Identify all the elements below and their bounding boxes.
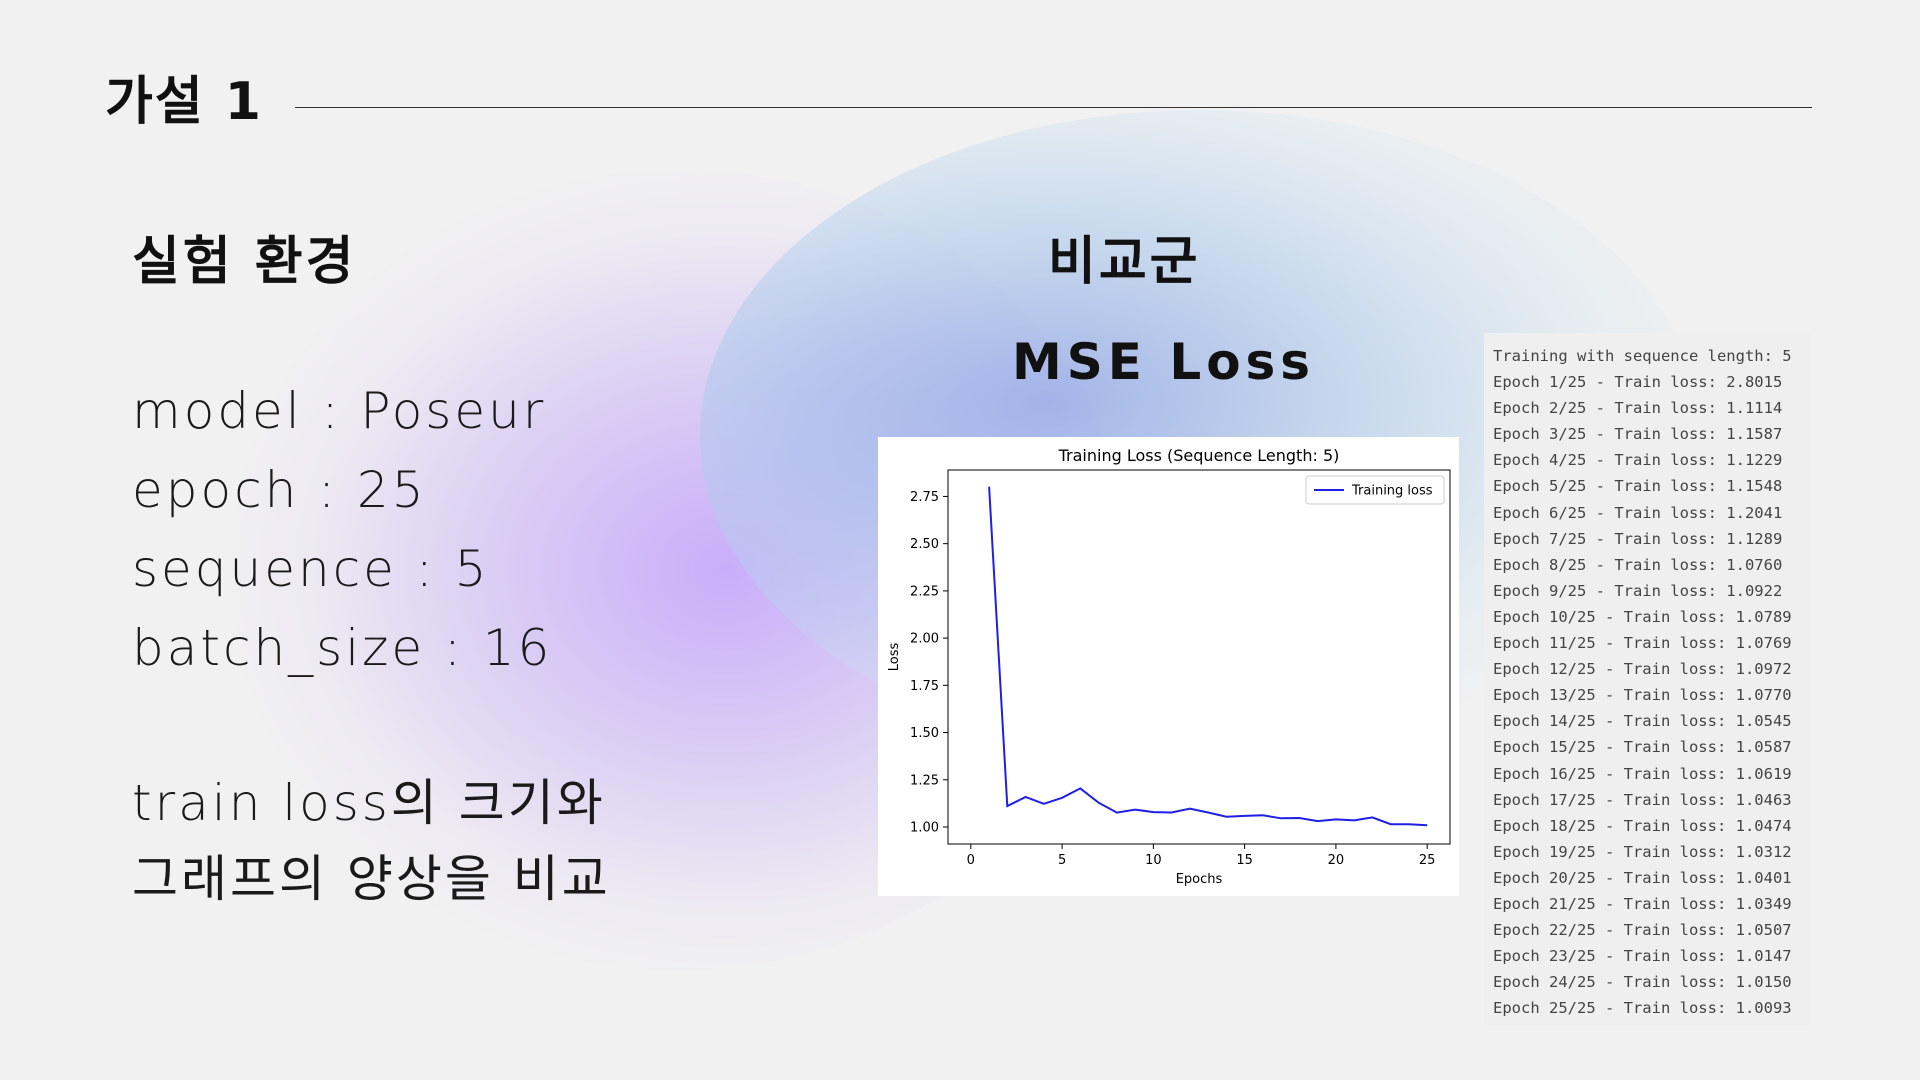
log-line: Epoch 13/25 - Train loss: 1.0770: [1493, 686, 1792, 705]
y-tick-label: 2.75: [910, 490, 939, 505]
mse-loss-heading: MSE Loss: [1012, 333, 1316, 391]
log-line: Epoch 1/25 - Train loss: 2.8015: [1493, 373, 1783, 392]
log-line: Epoch 4/25 - Train loss: 1.1229: [1493, 451, 1783, 470]
note-line-1: train loss의 크기와: [132, 774, 606, 832]
log-line: Epoch 9/25 - Train loss: 1.0922: [1493, 581, 1783, 600]
log-line: Epoch 18/25 - Train loss: 1.0474: [1493, 816, 1792, 835]
log-line: Epoch 5/25 - Train loss: 1.1548: [1493, 477, 1783, 496]
y-tick-label: 1.75: [910, 679, 939, 694]
log-line: Epoch 2/25 - Train loss: 1.1114: [1493, 399, 1783, 418]
log-line: Epoch 23/25 - Train loss: 1.0147: [1493, 947, 1792, 966]
x-tick-label: 15: [1236, 853, 1253, 868]
note-line-2: 그래프의 양상을 비교: [132, 850, 611, 908]
param-batch-size: batch_size : 16: [132, 619, 553, 677]
log-line: Epoch 3/25 - Train loss: 1.1587: [1493, 425, 1783, 444]
x-tick-label: 5: [1058, 853, 1066, 868]
log-line: Epoch 20/25 - Train loss: 1.0401: [1493, 868, 1792, 887]
x-tick-label: 0: [967, 853, 975, 868]
log-line: Epoch 7/25 - Train loss: 1.1289: [1493, 529, 1783, 548]
param-sequence: sequence : 5: [132, 540, 490, 598]
comparison-note: train loss의 크기와 그래프의 양상을 비교: [132, 765, 611, 917]
log-line: Epoch 14/25 - Train loss: 1.0545: [1493, 712, 1792, 731]
y-tick-label: 2.25: [910, 584, 939, 599]
log-line: Epoch 16/25 - Train loss: 1.0619: [1493, 764, 1792, 783]
log-line: Epoch 6/25 - Train loss: 1.2041: [1493, 503, 1783, 522]
log-line: Epoch 21/25 - Train loss: 1.0349: [1493, 894, 1792, 913]
log-line: Epoch 17/25 - Train loss: 1.0463: [1493, 790, 1792, 809]
x-tick-label: 20: [1328, 853, 1345, 868]
log-header-line: Training with sequence length: 5: [1493, 347, 1792, 365]
param-model: model : Poseur: [132, 382, 547, 440]
log-line: Epoch 8/25 - Train loss: 1.0760: [1493, 555, 1783, 574]
parameter-list: model : Poseur epoch : 25 sequence : 5 b…: [132, 372, 552, 688]
log-line: Epoch 22/25 - Train loss: 1.0507: [1493, 921, 1792, 940]
y-tick-label: 2.50: [910, 537, 939, 552]
legend-label: Training loss: [1351, 484, 1433, 499]
log-line: Epoch 25/25 - Train loss: 1.0093: [1493, 999, 1792, 1018]
title-divider: [295, 107, 1812, 108]
log-line: Epoch 19/25 - Train loss: 1.0312: [1493, 842, 1792, 861]
param-epoch: epoch : 25: [132, 461, 427, 519]
training-loss-chart: Training Loss (Sequence Length: 5) 0 5 10 15…: [878, 437, 1459, 896]
y-tick-label: 1.00: [910, 821, 939, 836]
y-tick-label: 2.00: [910, 632, 939, 647]
chart-svg: Training Loss (Sequence Length: 5) 0 5 10 15…: [887, 446, 1451, 887]
training-log: Training with sequence length: 5 Epoch 1/…: [1484, 333, 1810, 1025]
log-line: Epoch 15/25 - Train loss: 1.0587: [1493, 738, 1792, 757]
chart-title: Training Loss (Sequence Length: 5): [1058, 446, 1340, 465]
y-tick-label: 1.25: [910, 773, 939, 788]
log-line: Epoch 24/25 - Train loss: 1.0150: [1493, 973, 1792, 992]
control-group-heading: 비교군: [1048, 232, 1201, 292]
log-line: Epoch 11/25 - Train loss: 1.0769: [1493, 634, 1792, 653]
y-tick-label: 1.50: [910, 726, 939, 741]
x-tick-label: 25: [1419, 853, 1436, 868]
log-line: Epoch 10/25 - Train loss: 1.0789: [1493, 607, 1792, 626]
legend-box: [1305, 475, 1445, 505]
x-tick-label: 10: [1145, 853, 1162, 868]
x-axis-label: Epochs: [1176, 872, 1223, 887]
log-line: Epoch 12/25 - Train loss: 1.0972: [1493, 660, 1792, 679]
series-line-training-loss: [988, 486, 1428, 827]
slide-title: 가설 1: [105, 72, 263, 132]
plot-frame: [947, 469, 1451, 845]
y-axis-label: Loss: [887, 643, 902, 672]
experiment-heading: 실험 환경: [132, 232, 357, 292]
